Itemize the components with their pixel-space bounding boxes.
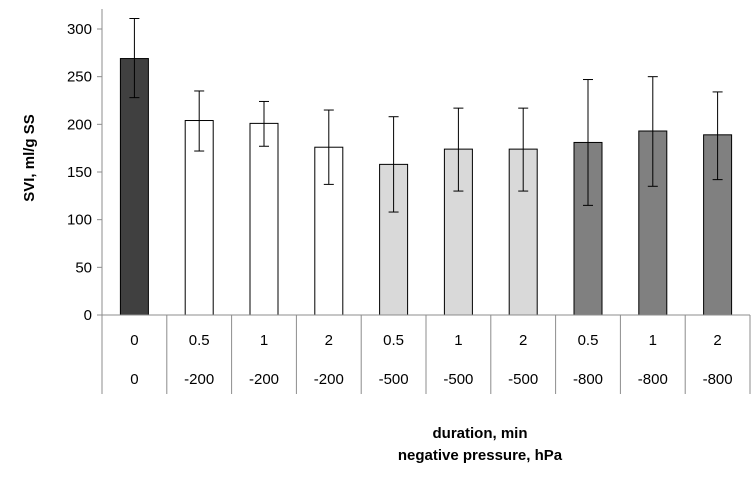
error-bar xyxy=(518,107,529,192)
x-tick-label-duration: 0.5 xyxy=(383,332,404,349)
x-axis-title-duration: duration, min xyxy=(433,425,528,442)
bar xyxy=(249,122,279,316)
x-axis: 0 0 0.5 -200 1 -200 2 -200 0.5 -500 1 -500 2 -500 0.5 -… xyxy=(101,314,751,394)
x-tick-label-duration: 2 xyxy=(325,332,333,349)
error-bar xyxy=(647,76,658,187)
x-tick-label-pressure: -500 xyxy=(379,371,409,388)
error-bar xyxy=(259,100,269,147)
y-tick-label: 250 xyxy=(67,69,92,86)
error-bar xyxy=(194,90,205,152)
y-tick-label: 50 xyxy=(75,259,92,276)
error-bar xyxy=(583,79,593,206)
y-tick-label: 300 xyxy=(67,21,92,38)
x-tick-label-pressure: -200 xyxy=(249,371,279,388)
x-tick-label-duration: 1 xyxy=(649,332,657,349)
x-tick-label-pressure: -800 xyxy=(703,371,733,388)
error-bar xyxy=(129,18,140,99)
x-tick-label-pressure: -200 xyxy=(314,371,344,388)
x-tick-label-pressure: -200 xyxy=(184,371,214,388)
y-axis: 0 50 100 150 200 250 300 xyxy=(67,9,103,324)
x-tick-label-duration: 1 xyxy=(454,332,462,349)
x-tick-label-duration: 0.5 xyxy=(189,332,210,349)
error-bar xyxy=(453,107,464,192)
error-bar xyxy=(388,116,399,213)
bars xyxy=(119,58,733,316)
x-tick-label-duration: 2 xyxy=(519,332,527,349)
error-bars xyxy=(129,18,723,213)
x-tick-label-pressure: -500 xyxy=(508,371,538,388)
error-bar xyxy=(323,109,334,185)
x-tick-label-duration: 0.5 xyxy=(578,332,599,349)
bar xyxy=(119,58,149,316)
x-axis-title-pressure: negative pressure, hPa xyxy=(398,447,563,464)
x-tick-label-pressure: -800 xyxy=(573,371,603,388)
x-tick-label-duration: 2 xyxy=(713,332,721,349)
x-tick-label-pressure: 0 xyxy=(130,371,138,388)
error-bar xyxy=(712,91,723,181)
x-tick-label-pressure: -500 xyxy=(443,371,473,388)
y-tick-label: 150 xyxy=(67,164,92,181)
x-tick-label-duration: 0 xyxy=(130,332,138,349)
x-tick-label-pressure: -800 xyxy=(638,371,668,388)
y-tick-label: 200 xyxy=(67,116,92,133)
y-axis-title: SVI, ml/g SS xyxy=(21,114,38,202)
y-tick-label: 0 xyxy=(84,307,92,324)
x-tick-label-duration: 1 xyxy=(260,332,268,349)
y-tick-label: 100 xyxy=(67,212,92,229)
